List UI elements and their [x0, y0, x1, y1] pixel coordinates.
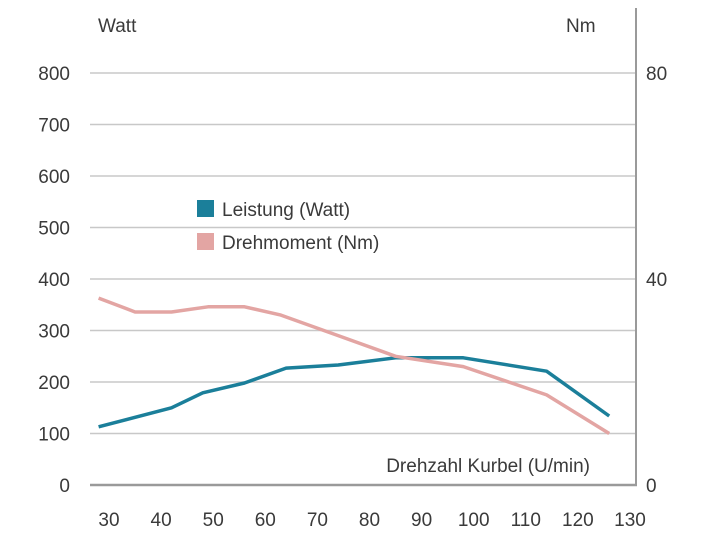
y-tick-left: 500 [38, 219, 70, 240]
x-tick: 60 [255, 510, 276, 531]
series-line-drehmoment [97, 296, 611, 435]
y-tick-left: 800 [38, 64, 70, 85]
legend-swatch-drehmoment [197, 233, 214, 250]
legend-label-drehmoment: Drehmoment (Nm) [222, 233, 379, 254]
left-axis-label: Watt [98, 16, 137, 37]
x-axis-label: Drehzahl Kurbel (U/min) [386, 456, 590, 477]
legend-swatch-leistung [197, 200, 214, 217]
y-tick-left: 400 [38, 270, 70, 291]
x-tick: 130 [614, 510, 646, 531]
y-tick-left: 600 [38, 167, 70, 188]
y-tick-left: 300 [38, 322, 70, 343]
y-tick-left: 200 [38, 373, 70, 394]
y-tick-right: 40 [646, 270, 667, 291]
y-tick-left: 0 [59, 476, 70, 497]
x-tick: 80 [359, 510, 380, 531]
legend: Leistung (Watt) Drehmoment (Nm) [197, 200, 379, 254]
x-tick: 100 [458, 510, 490, 531]
series-line-leistung [98, 356, 611, 429]
y-tick-left: 700 [38, 116, 70, 137]
y-tick-right: 80 [646, 64, 667, 85]
legend-label-leistung: Leistung (Watt) [222, 200, 350, 221]
x-tick: 40 [151, 510, 172, 531]
y-tick-right: 0 [646, 476, 657, 497]
right-axis-label: Nm [566, 16, 596, 37]
x-tick: 70 [307, 510, 328, 531]
x-tick: 30 [98, 510, 119, 531]
x-tick: 50 [203, 510, 224, 531]
y-tick-left: 100 [38, 425, 70, 446]
x-tick: 120 [562, 510, 594, 531]
x-tick: 90 [411, 510, 432, 531]
x-tick: 110 [511, 510, 541, 531]
